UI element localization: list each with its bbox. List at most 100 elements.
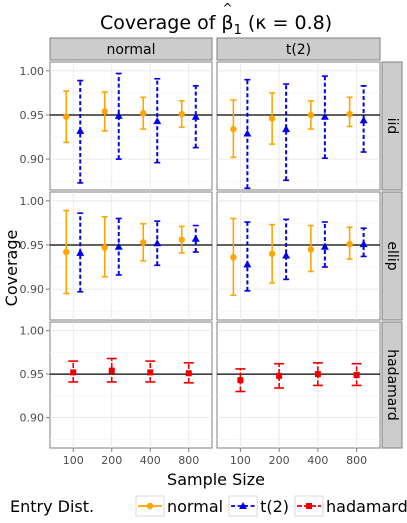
data-point (230, 254, 237, 261)
legend-key-marker (239, 502, 248, 509)
x-tick-label: 200 (269, 454, 290, 467)
panel-ellip-t2 (216, 191, 381, 321)
panel-iid-t2 (216, 61, 381, 191)
row-strip-label: ellip (384, 241, 400, 270)
y-tick-label: 0.90 (20, 412, 45, 425)
x-tick-label: 800 (346, 454, 367, 467)
y-tick-label: 1.00 (20, 325, 45, 338)
y-tick-label: 0.95 (20, 109, 45, 122)
series-hadamard-hadamard-normal (68, 357, 194, 384)
data-point (237, 377, 244, 384)
data-point (307, 111, 315, 119)
data-point (114, 111, 123, 119)
x-tick-label: 400 (140, 454, 161, 467)
data-point (243, 260, 252, 268)
column-strip-t2: t(2) (216, 37, 381, 61)
y-tick-label: 1.00 (20, 195, 45, 208)
y-axis-label: Coverage (2, 230, 21, 307)
x-tick-label: 100 (230, 454, 251, 467)
data-point (243, 129, 252, 137)
data-point (140, 110, 147, 117)
row-strip-hadamard: hadamard (381, 321, 403, 449)
data-point (191, 112, 200, 120)
data-point (153, 117, 162, 125)
data-point (268, 115, 276, 122)
strip-background (381, 61, 403, 191)
panel-background (216, 61, 381, 191)
data-point (101, 244, 108, 251)
series-t2-ellip-normal (76, 212, 200, 293)
data-point (346, 240, 353, 248)
y-tick-label: 1.00 (20, 65, 45, 78)
y-tick-label: 0.95 (20, 368, 45, 381)
chart-title-beta: β (221, 12, 233, 34)
data-point (70, 369, 77, 376)
facet-panels (49, 61, 381, 449)
data-point (76, 126, 85, 134)
x-tick-label: 400 (307, 454, 328, 467)
series-t2-iid-t2 (243, 75, 368, 190)
panel-hadamard-normal (49, 321, 213, 449)
strip-background (216, 37, 381, 61)
data-point (353, 372, 360, 379)
data-point (276, 372, 283, 379)
y-tick-label: 0.95 (20, 239, 45, 252)
data-point (282, 125, 291, 133)
series-hadamard-hadamard-t2 (235, 362, 362, 393)
data-point (307, 246, 315, 253)
data-point (178, 236, 185, 243)
legend-entry-label: t(2) (260, 497, 289, 516)
row-strip-label: iid (384, 118, 400, 135)
data-point (140, 239, 147, 246)
legend-key-marker (306, 503, 312, 509)
data-point (314, 371, 321, 378)
panel-iid-normal (49, 61, 213, 191)
legend-entry-normal: normal (135, 495, 223, 517)
data-point (320, 242, 329, 250)
data-point (268, 250, 276, 257)
data-point (191, 234, 200, 242)
data-point (359, 116, 368, 124)
chart-title: Coverage of β1 (κ = 0.8) ^ (100, 1, 332, 38)
panel-background (216, 191, 381, 321)
row-strip-iid: iid (381, 61, 403, 191)
data-point (63, 248, 70, 256)
y-tick-label: 0.90 (20, 283, 45, 296)
row-strip-label: hadamard (384, 349, 400, 421)
column-strip-label: t(2) (286, 42, 311, 58)
axes: 0.90 0.95 1.00 0.90 0.95 1.00 0.90 0.95 1.00 100 2… (20, 65, 368, 467)
series-normal-ellip-t2 (230, 217, 353, 297)
series-normal-iid-normal (63, 90, 185, 144)
x-tick-label: 200 (101, 454, 122, 467)
chart-title-suffix: (κ = 0.8) (242, 12, 332, 34)
series-t2-iid-normal (76, 72, 200, 184)
legend-entry-hadamard: hadamard (294, 495, 407, 517)
data-point (320, 112, 329, 120)
series-normal-iid-t2 (230, 92, 353, 159)
data-point (63, 113, 70, 120)
x-tick-label: 100 (63, 454, 84, 467)
column-strip-normal: normal (49, 37, 213, 61)
data-point (147, 369, 154, 376)
data-point (108, 367, 115, 374)
data-point (101, 108, 108, 115)
strip-background (381, 321, 403, 449)
strip-background (49, 37, 213, 61)
panel-background (49, 191, 213, 321)
data-point (359, 240, 368, 248)
legend-key-marker (146, 502, 154, 510)
data-point (346, 110, 353, 118)
panel-background (49, 321, 213, 449)
chart-title-prefix: Coverage of (100, 12, 221, 34)
y-tick-label: 0.90 (20, 153, 45, 166)
data-point (185, 370, 192, 377)
legend-entry-t2: t(2) (228, 495, 289, 517)
column-strip-label: normal (106, 42, 155, 58)
legend: Entry Dist. normal t(2) hadamard (10, 495, 407, 517)
x-axis-label: Sample Size (167, 470, 265, 489)
series-normal-ellip-normal (63, 209, 185, 295)
data-point (282, 251, 291, 259)
facet-strips: normal t(2) iid ellip hadamard (49, 37, 403, 449)
panel-background (49, 61, 213, 191)
